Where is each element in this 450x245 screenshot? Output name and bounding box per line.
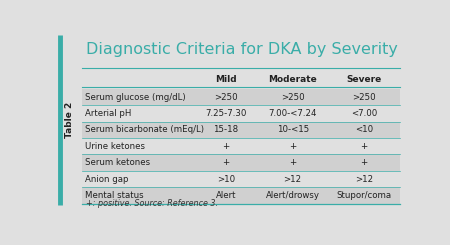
Text: <10: <10 [355, 125, 373, 134]
Text: Alert/drowsy: Alert/drowsy [266, 191, 320, 200]
Text: 15-18: 15-18 [213, 125, 238, 134]
Bar [82, 138, 400, 155]
Bar [82, 122, 400, 138]
Text: +: + [289, 158, 296, 167]
Bar [82, 187, 400, 204]
Text: Diagnostic Criteria for DKA by Severity: Diagnostic Criteria for DKA by Severity [86, 42, 398, 57]
Bar [82, 171, 400, 187]
Text: Table 2: Table 2 [65, 102, 74, 138]
Bar [82, 89, 400, 105]
Text: Anion gap: Anion gap [85, 175, 129, 184]
Text: Mental status: Mental status [85, 191, 144, 200]
Bar [82, 105, 400, 122]
Text: Serum bicarbonate (mEq/L): Serum bicarbonate (mEq/L) [85, 125, 204, 134]
Text: Arterial pH: Arterial pH [85, 109, 131, 118]
Text: Urine ketones: Urine ketones [85, 142, 145, 151]
Text: +: + [222, 142, 230, 151]
Text: >250: >250 [214, 93, 238, 101]
Text: >250: >250 [352, 93, 376, 101]
Text: Moderate: Moderate [268, 75, 317, 84]
Text: <7.00: <7.00 [351, 109, 377, 118]
Text: Alert: Alert [216, 191, 236, 200]
Text: +: + [289, 142, 296, 151]
Text: Serum glucose (mg/dL): Serum glucose (mg/dL) [85, 93, 186, 101]
Text: >10: >10 [217, 175, 235, 184]
Text: Serum ketones: Serum ketones [85, 158, 150, 167]
Text: Mild: Mild [215, 75, 237, 84]
Text: +: + [360, 158, 368, 167]
Text: 7.25-7.30: 7.25-7.30 [205, 109, 247, 118]
Text: >12: >12 [355, 175, 373, 184]
Text: +: + [222, 158, 230, 167]
Text: >250: >250 [281, 93, 305, 101]
Text: +: positive. Source: Reference 3.: +: positive. Source: Reference 3. [86, 199, 218, 208]
Text: +: + [360, 142, 368, 151]
Bar [82, 155, 400, 171]
Text: 10-<15: 10-<15 [277, 125, 309, 134]
Text: Severe: Severe [346, 75, 382, 84]
Text: >12: >12 [284, 175, 302, 184]
Text: 7.00-<7.24: 7.00-<7.24 [268, 109, 317, 118]
Text: Stupor/coma: Stupor/coma [337, 191, 392, 200]
